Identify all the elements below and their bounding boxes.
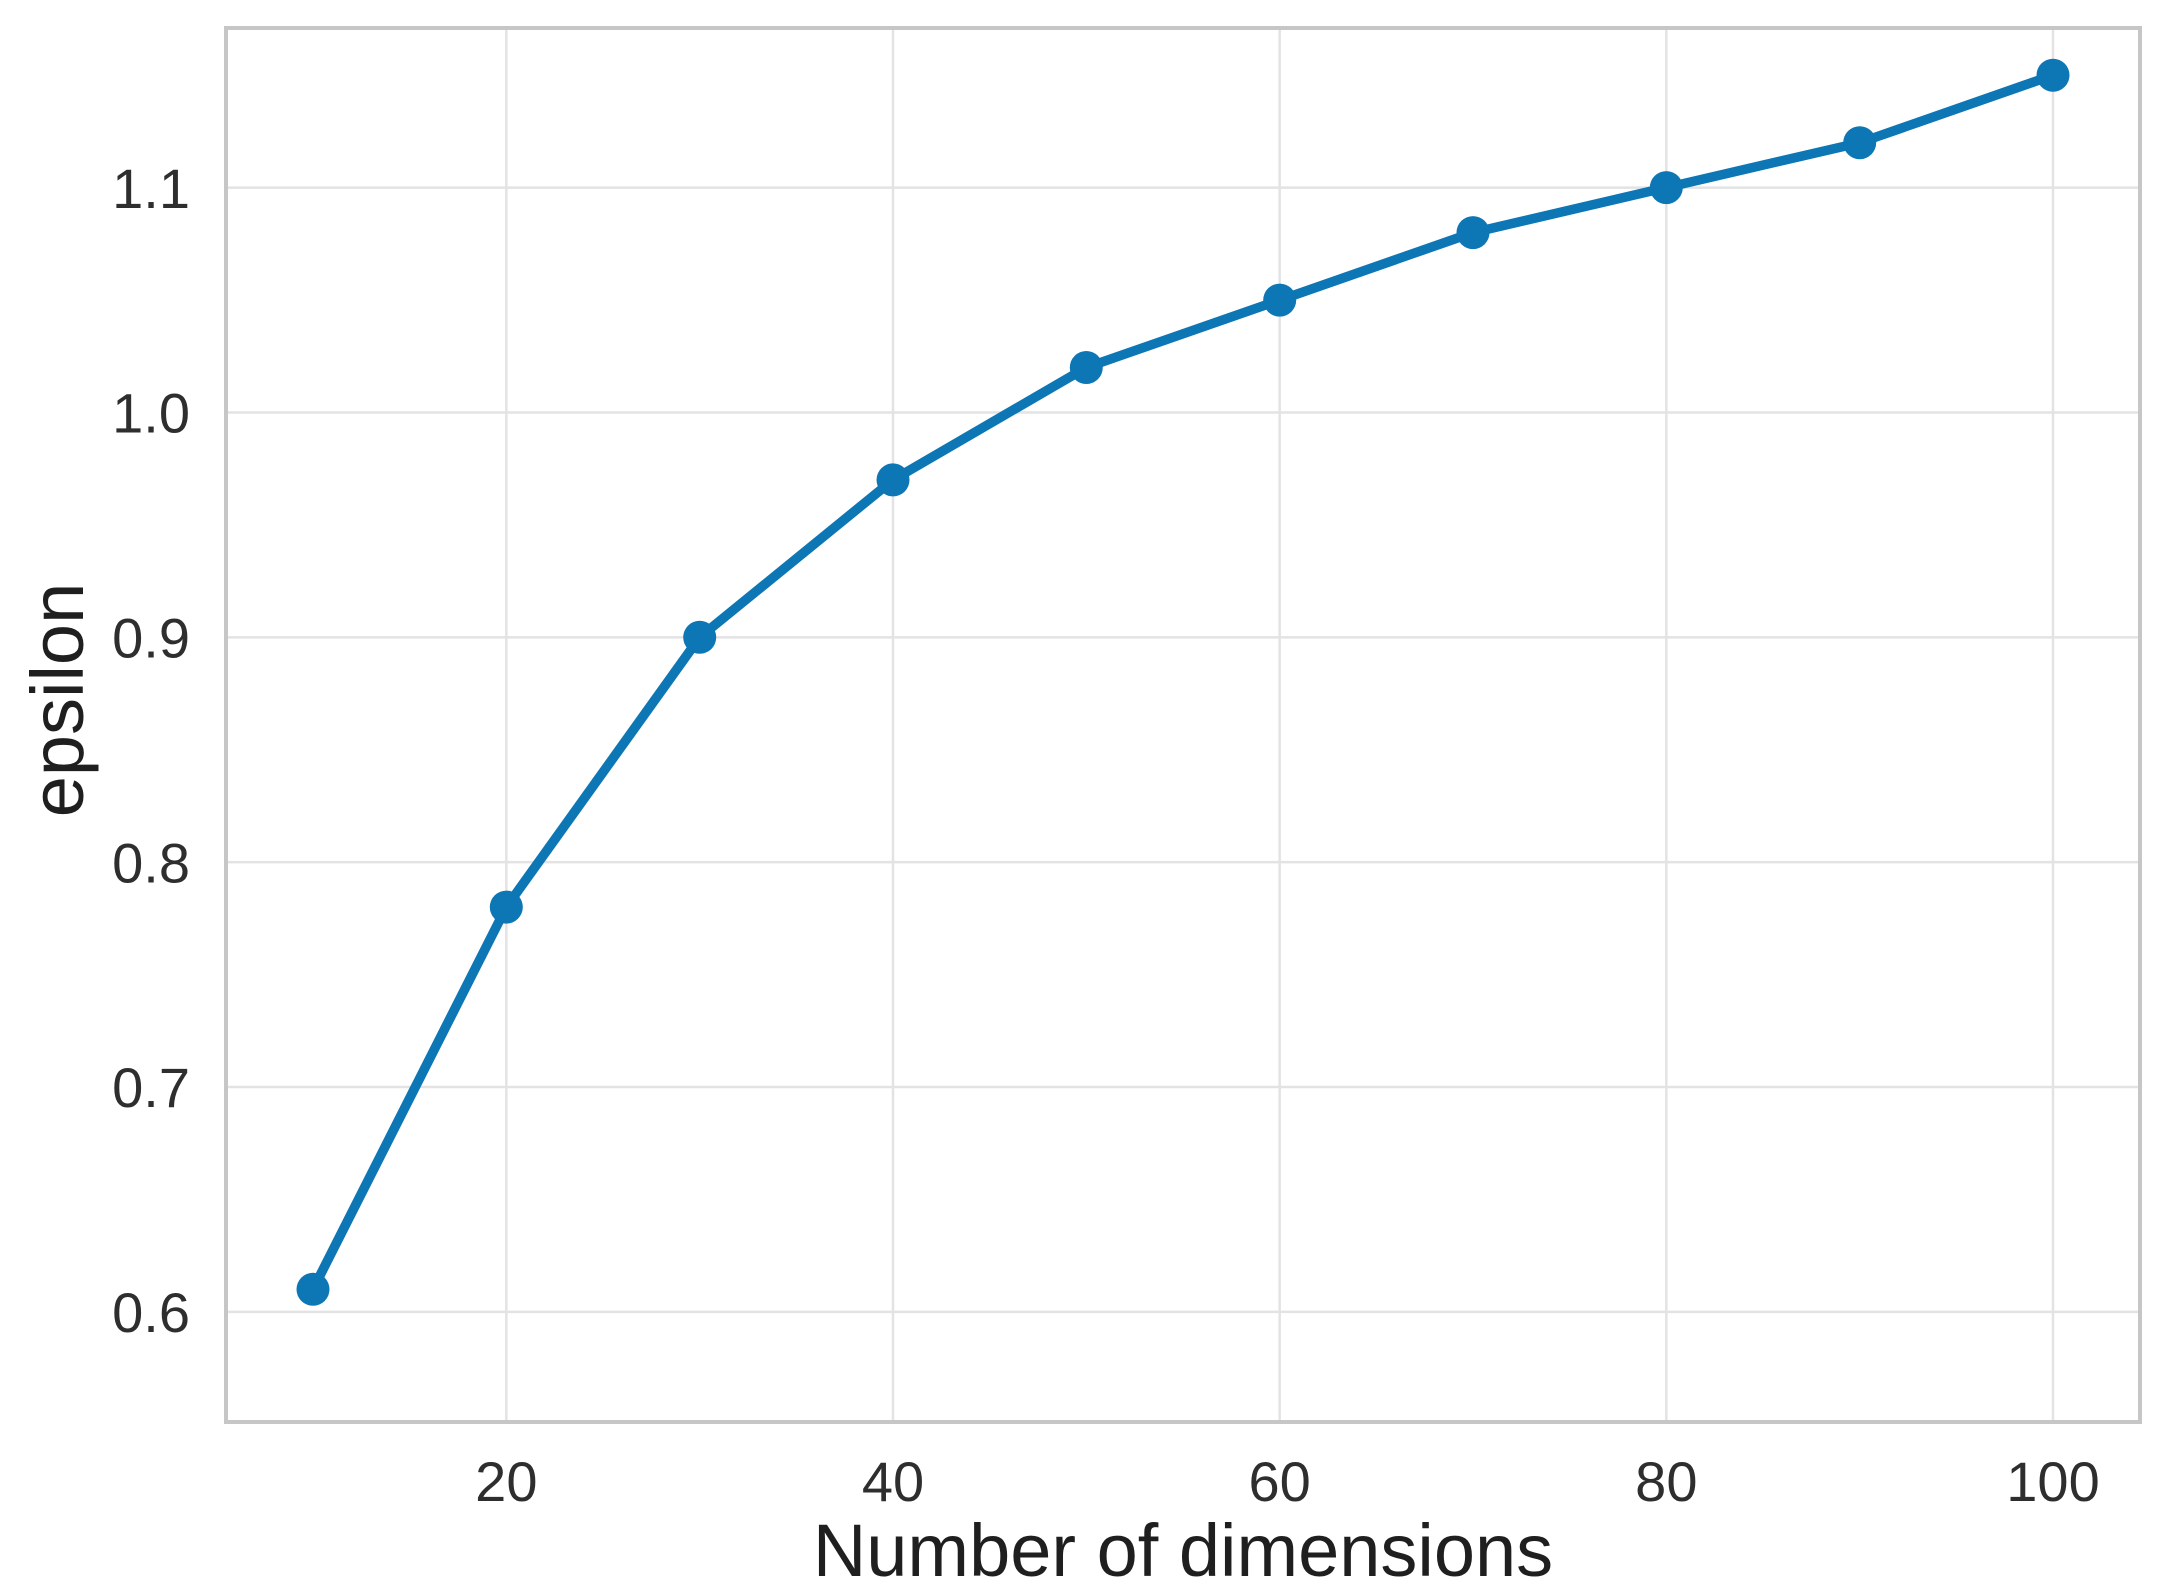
data-point-x60 bbox=[1263, 283, 1297, 317]
y-tick-label: 1.1 bbox=[112, 157, 190, 220]
y-tick-label: 1.0 bbox=[112, 382, 190, 445]
y-tick-label: 0.8 bbox=[112, 831, 190, 894]
x-tick-label: 100 bbox=[2006, 1450, 2099, 1513]
data-point-x40 bbox=[876, 463, 910, 497]
y-tick-labels: 0.6 0.7 0.8 0.9 1.0 1.1 bbox=[112, 157, 190, 1344]
data-point-x70 bbox=[1456, 216, 1490, 250]
plot-area-border bbox=[224, 26, 2142, 1424]
data-point-x20 bbox=[489, 890, 523, 924]
data-point-x10 bbox=[296, 1272, 330, 1306]
series-markers bbox=[296, 58, 2070, 1306]
x-tick-label: 20 bbox=[475, 1450, 537, 1513]
data-point-x90 bbox=[1843, 126, 1877, 160]
data-point-x30 bbox=[683, 620, 717, 654]
series-line-epsilon bbox=[308, 70, 2058, 1295]
y-tick-label: 0.6 bbox=[112, 1281, 190, 1344]
y-axis-label: epsilon bbox=[16, 582, 99, 818]
y-tick-label: 0.9 bbox=[112, 606, 190, 669]
y-tick-label: 0.7 bbox=[112, 1056, 190, 1119]
grid bbox=[226, 28, 2140, 1422]
data-point-x80 bbox=[1649, 171, 1683, 205]
data-point-x50 bbox=[1069, 351, 1103, 384]
x-tick-label: 80 bbox=[1635, 1450, 1697, 1513]
x-tick-label: 40 bbox=[862, 1450, 924, 1513]
data-point-x100 bbox=[2036, 58, 2070, 92]
x-tick-label: 60 bbox=[1249, 1450, 1311, 1513]
x-tick-labels: 20 40 60 80 100 bbox=[475, 1450, 2100, 1513]
x-axis-label: Number of dimensions bbox=[812, 1509, 1554, 1592]
